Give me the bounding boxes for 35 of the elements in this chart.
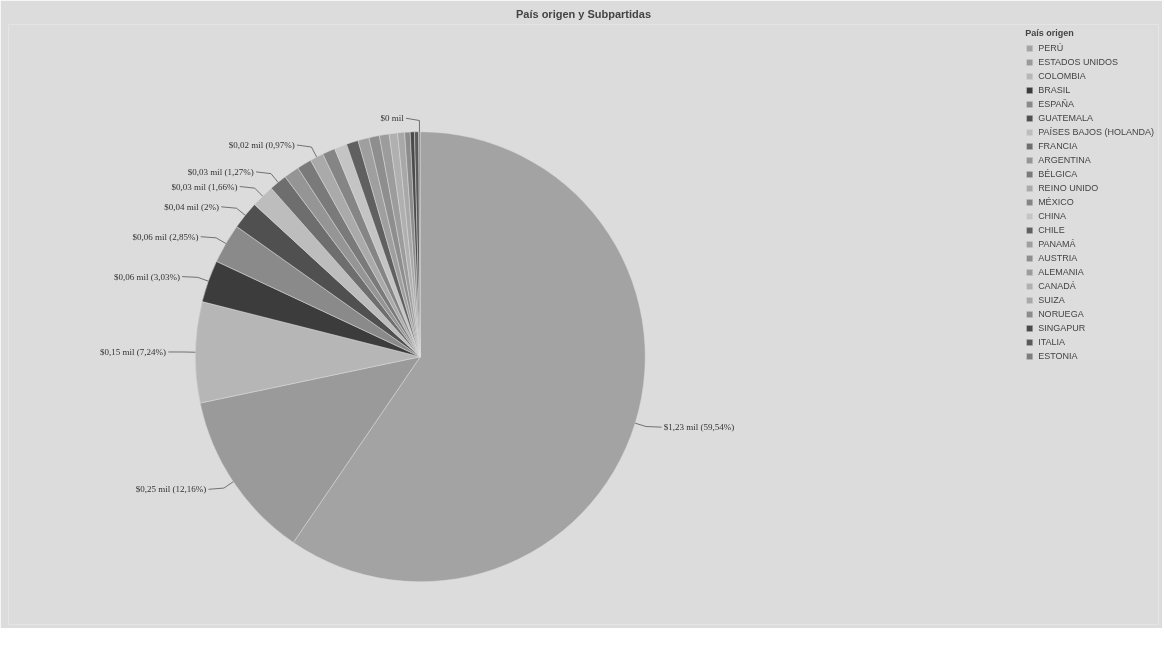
legend-label: PANAMÁ (1038, 239, 1076, 249)
legend-label: ESTONIA (1038, 351, 1078, 361)
legend-label: CHILE (1038, 225, 1065, 235)
legend-label: ESPAÑA (1038, 99, 1074, 109)
legend-label: AUSTRIA (1038, 253, 1078, 263)
data-label: $0,25 mil (12,16%) (135, 484, 207, 495)
legend-label: ARGENTINA (1038, 155, 1091, 165)
data-label: $0,06 mil (3,03%) (113, 271, 180, 282)
data-label: $1,23 mil (59,54%) (663, 422, 735, 433)
data-label: $0,04 mil (2%) (164, 201, 220, 212)
chart-title: País origen y Subpartidas (515, 7, 652, 20)
legend-label: BRASIL (1038, 85, 1071, 95)
legend-label: SUIZA (1038, 295, 1065, 305)
legend-label: SINGAPUR (1038, 323, 1086, 333)
data-label: $0,02 mil (0,97%) (228, 140, 295, 151)
legend-label: NORUEGA (1038, 309, 1084, 319)
data-label: $0,03 mil (1,27%) (187, 166, 254, 177)
legend-label: CHINA (1038, 211, 1067, 221)
legend-label: MÉXICO (1038, 197, 1074, 207)
legend-label: CANADÁ (1038, 281, 1076, 291)
data-label: $0 mil (380, 113, 405, 124)
legend-label: GUATEMALA (1038, 113, 1093, 123)
data-label: $0,15 mil (7,24%) (100, 346, 167, 357)
legend-label: ALEMANIA (1038, 267, 1084, 277)
legend-label: ESTADOS UNIDOS (1038, 57, 1118, 67)
legend-label: BÉLGICA (1038, 169, 1078, 179)
legend-label: ITALIA (1038, 337, 1065, 347)
legend-label: FRANCIA (1038, 141, 1078, 151)
legend-label: COLOMBIA (1038, 71, 1086, 81)
data-label: $0,03 mil (1,66%) (171, 181, 238, 192)
legend-label: PERÚ (1038, 43, 1064, 53)
legend-title: País origen (1025, 28, 1075, 38)
legend-label: REINO UNIDO (1038, 183, 1099, 193)
legend-label: PAÍSES BAJOS (HOLANDA) (1038, 127, 1154, 137)
data-label: $0,06 mil (2,85%) (132, 231, 199, 242)
